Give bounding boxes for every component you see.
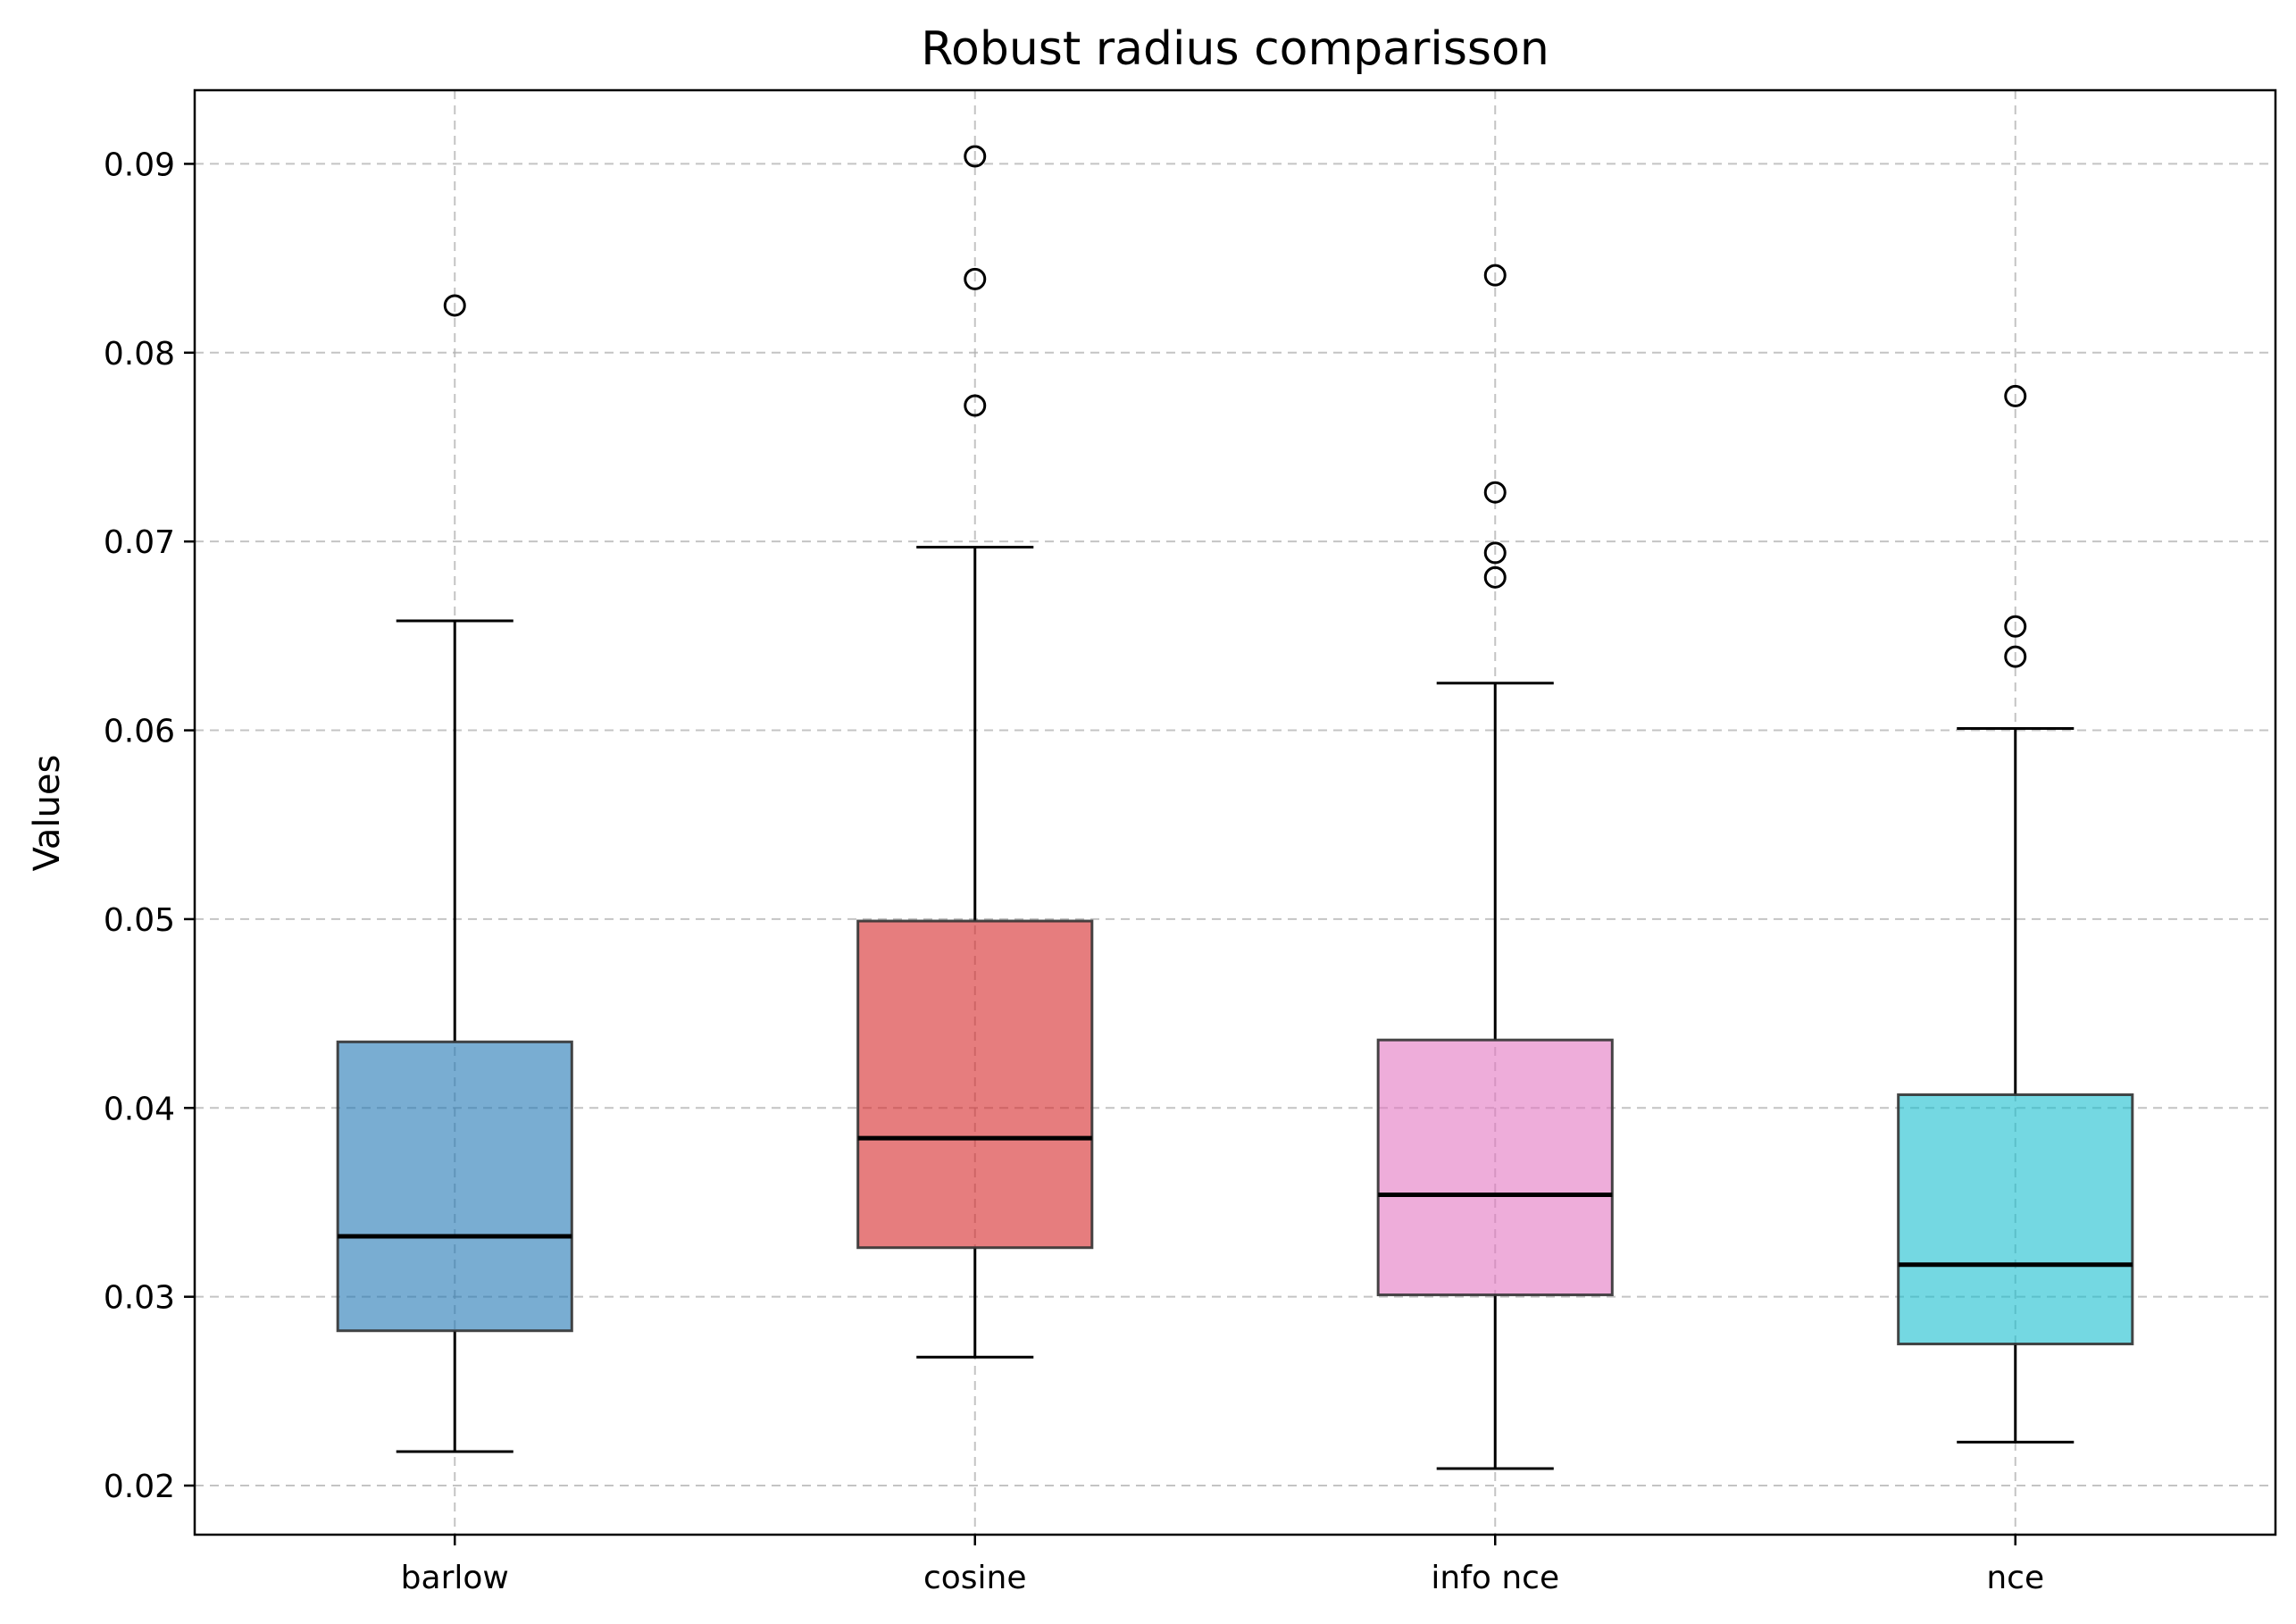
y-tick-label: 0.08 [104, 336, 175, 373]
axes: 0.02 0.03 0.04 0.05 0.06 0.07 0.08 0.09 barlow co… [104, 146, 2044, 1596]
box-series [336, 145, 2134, 1470]
outlier-point [1483, 541, 1507, 565]
y-tick-label: 0.04 [104, 1091, 175, 1127]
x-tick-label: cosine [923, 1560, 1027, 1596]
box-nce [1897, 384, 2134, 1444]
outlier-point [2004, 384, 2027, 407]
chart-title: Robust radius comparisson [921, 22, 1549, 76]
y-axis-label: Values [27, 755, 68, 872]
outlier-point [1483, 481, 1507, 504]
y-tick-label: 0.03 [104, 1280, 175, 1317]
y-tick-label: 0.07 [104, 524, 175, 561]
box-barlow [336, 294, 573, 1453]
outlier-point [443, 294, 466, 317]
y-tick-label: 0.05 [104, 902, 175, 939]
iqr-box [856, 919, 1094, 1250]
y-tick-label: 0.02 [104, 1469, 175, 1505]
y-tick-label: 0.09 [104, 146, 175, 183]
x-tick-label: nce [1986, 1560, 2044, 1596]
iqr-box [336, 1040, 573, 1333]
outlier-point [964, 394, 987, 417]
y-tick-label: 0.06 [104, 714, 175, 750]
box-cosine [856, 145, 1094, 1359]
x-tick-label: info nce [1431, 1560, 1559, 1596]
box-info-nce [1376, 264, 1614, 1470]
iqr-box [1897, 1093, 2134, 1346]
x-tick-label: barlow [401, 1560, 509, 1596]
outlier-point [1483, 565, 1507, 589]
outlier-point [964, 267, 987, 290]
plot-frame [193, 88, 2277, 1536]
outlier-point [1483, 264, 1507, 287]
outlier-point [964, 145, 987, 168]
outlier-point [2004, 645, 2027, 668]
outlier-point [2004, 615, 2027, 638]
iqr-box [1376, 1038, 1614, 1297]
